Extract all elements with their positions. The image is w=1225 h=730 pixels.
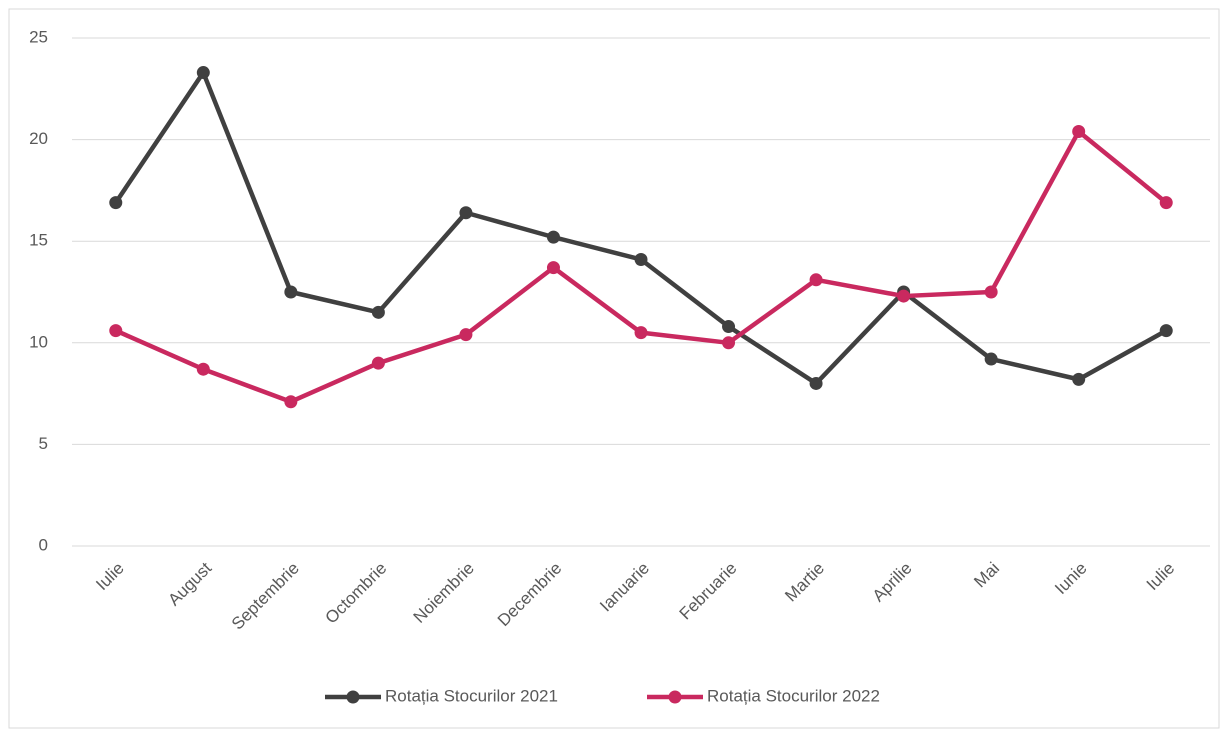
data-point — [109, 324, 123, 338]
data-point — [284, 285, 298, 299]
chart-border — [8, 8, 1220, 729]
data-point — [196, 66, 210, 80]
y-tick-label: 15 — [29, 231, 48, 250]
data-point — [284, 395, 298, 409]
y-tick-label: 20 — [29, 129, 48, 148]
data-point — [371, 305, 385, 319]
data-point — [546, 261, 560, 275]
data-point — [809, 376, 823, 390]
data-point — [984, 285, 998, 299]
data-point — [634, 326, 648, 340]
data-point — [897, 289, 911, 303]
legend-marker — [346, 690, 360, 704]
data-point — [459, 206, 473, 220]
data-point — [984, 352, 998, 366]
data-point — [196, 362, 210, 376]
y-tick-label: 0 — [39, 535, 48, 554]
y-tick-label: 25 — [29, 27, 48, 46]
legend-label: Rotația Stocurilor 2022 — [707, 686, 880, 705]
data-point — [371, 356, 385, 370]
data-point — [809, 273, 823, 287]
data-point — [1159, 324, 1173, 338]
legend-marker — [668, 690, 682, 704]
data-point — [1159, 196, 1173, 210]
y-tick-label: 5 — [39, 434, 48, 453]
data-point — [722, 336, 736, 350]
data-point — [546, 230, 560, 244]
data-point — [109, 196, 123, 210]
legend-label: Rotația Stocurilor 2021 — [385, 686, 558, 705]
data-point — [1072, 124, 1086, 138]
data-point — [1072, 372, 1086, 386]
y-tick-label: 10 — [29, 332, 48, 351]
data-point — [459, 328, 473, 342]
data-point — [634, 252, 648, 266]
data-point — [722, 320, 736, 334]
